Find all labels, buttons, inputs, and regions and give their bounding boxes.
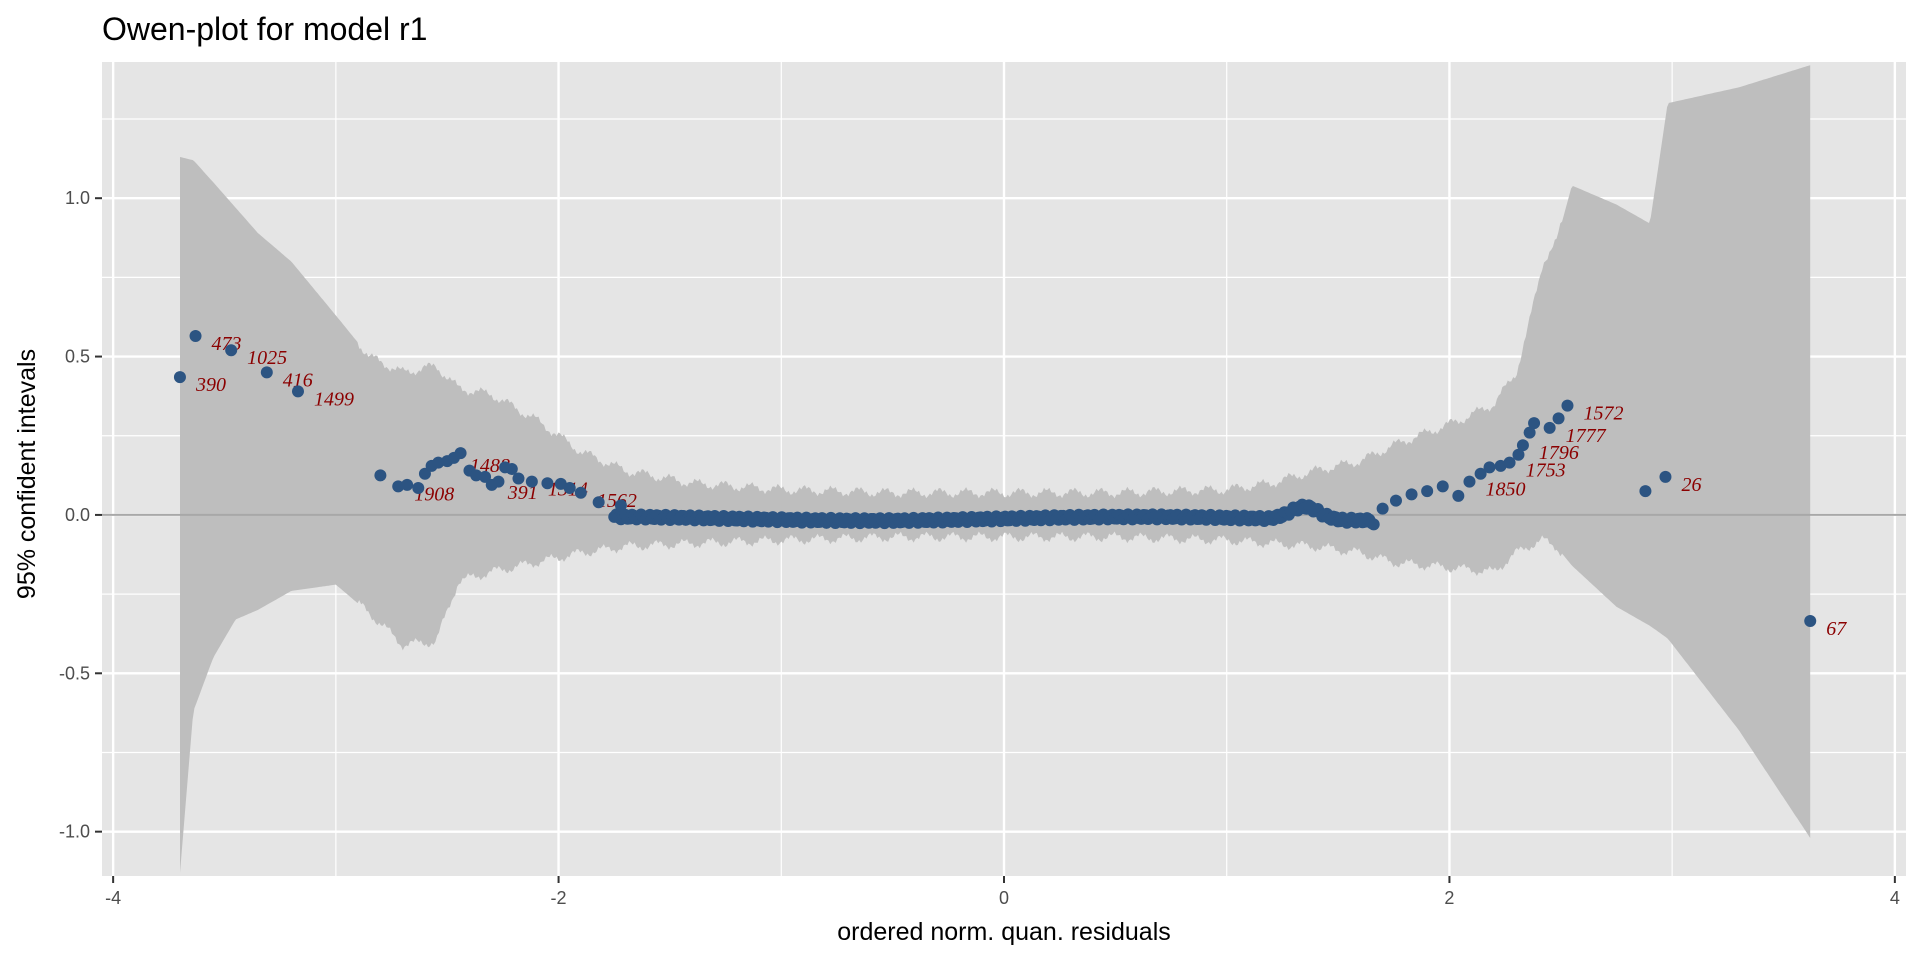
residual-point <box>401 478 414 491</box>
point-label: 1753 <box>1526 460 1566 482</box>
point-label: 416 <box>283 369 313 391</box>
residual-point <box>1516 439 1529 452</box>
residual-point <box>525 475 538 488</box>
residual-point <box>1503 456 1516 469</box>
point-label: 26 <box>1681 474 1701 496</box>
residual-point <box>225 344 238 357</box>
x-tick-label: -2 <box>551 888 567 908</box>
residual-point <box>432 456 445 469</box>
residual-point <box>1389 494 1402 507</box>
residual-point <box>614 499 627 512</box>
point-label: 1499 <box>314 388 354 410</box>
residual-point <box>1436 480 1449 493</box>
point-label: 1850 <box>1485 479 1525 501</box>
point-label: 1025 <box>247 347 287 369</box>
residual-point <box>470 469 483 482</box>
residual-point <box>260 366 273 379</box>
x-tick-label: -4 <box>105 888 121 908</box>
residual-point <box>1543 421 1556 434</box>
residual-point <box>479 470 492 483</box>
residual-point <box>1512 448 1525 461</box>
residual-point <box>454 447 467 460</box>
residual-point <box>554 477 567 490</box>
residual-point <box>1528 417 1541 430</box>
y-axis-title: 95% confident intevals <box>13 349 41 599</box>
residual-point <box>1367 518 1380 531</box>
residual-point <box>1561 399 1574 412</box>
point-label: 1572 <box>1583 403 1623 425</box>
residual-point <box>189 329 202 342</box>
y-tick-label: -1.0 <box>59 822 90 842</box>
residual-point <box>505 463 518 475</box>
plot-panel: 3904731025416149919081488391131415621850… <box>102 62 1906 876</box>
residual-point <box>173 371 186 384</box>
point-label: 1796 <box>1539 442 1579 464</box>
residual-point <box>574 486 587 499</box>
residual-point <box>541 477 554 490</box>
y-tick-label: 1.0 <box>65 188 90 208</box>
residual-point <box>1405 488 1418 501</box>
residual-point <box>1474 467 1487 480</box>
residual-point <box>1639 485 1652 498</box>
residual-point <box>1376 502 1389 515</box>
residual-point <box>1804 615 1817 628</box>
y-tick-label: 0.5 <box>65 347 90 367</box>
residual-point <box>418 467 431 480</box>
chart-title: Owen-plot for model r1 <box>102 11 427 47</box>
point-label: 1908 <box>414 483 454 505</box>
residual-point <box>1523 426 1536 439</box>
residual-point <box>492 475 505 488</box>
residual-point <box>1659 470 1672 483</box>
residual-point <box>1452 489 1465 502</box>
residual-point <box>1483 461 1496 474</box>
x-axis-title: ordered norm. quan. residuals <box>837 918 1171 946</box>
point-label: 67 <box>1826 618 1847 640</box>
residual-point <box>1463 475 1476 488</box>
residual-point <box>512 472 525 485</box>
residual-point <box>563 482 576 495</box>
point-label: 390 <box>195 374 226 396</box>
x-tick-label: 0 <box>999 888 1009 908</box>
residual-point <box>1421 485 1434 498</box>
y-tick-label: -0.5 <box>59 663 90 683</box>
residual-point <box>1552 412 1565 425</box>
residual-point <box>392 480 405 493</box>
y-tick-label: 0.0 <box>65 505 90 525</box>
residual-point <box>374 469 387 482</box>
point-label: 1777 <box>1566 425 1607 447</box>
residual-point <box>592 496 605 509</box>
residual-point <box>412 482 425 495</box>
x-tick-label: 4 <box>1890 888 1900 908</box>
residual-point <box>291 385 304 398</box>
x-tick-label: 2 <box>1444 888 1454 908</box>
